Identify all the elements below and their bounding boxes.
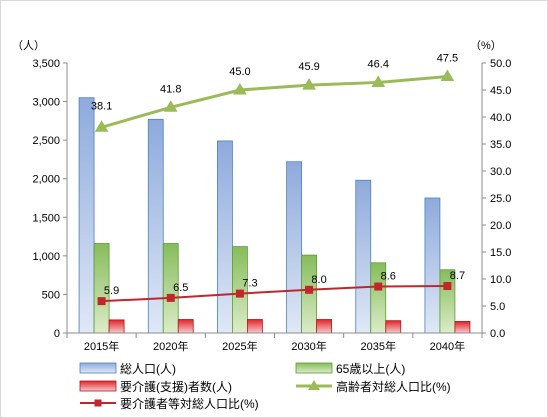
care-needed-bar	[108, 319, 125, 334]
x-axis-labels: 2015年 2020年 2025年 2030年 2035年 2040年	[66, 333, 483, 353]
total-population-bar	[147, 118, 164, 334]
x-tick-label: 2015年	[84, 339, 119, 353]
care-ratio-marker	[443, 282, 452, 291]
x-tick-label: 2030年	[291, 339, 326, 353]
aged-ratio-data-label: 41.8	[160, 83, 181, 95]
x-tick-label: 2040年	[430, 339, 465, 353]
legend-aged-65-plus-label: 65歳以上(人)	[336, 362, 405, 376]
legend-aged-ratio-label: 高齢者対総人口比(%)	[336, 379, 451, 394]
aged-ratio-line	[101, 75, 448, 129]
left-tick-label: 1,500	[32, 212, 60, 224]
care-needed-bar	[454, 321, 471, 334]
care-needed-bar	[177, 319, 194, 334]
right-axis-ticks: 0.0 5.0 10.0 15.0 20.0 25.0 30.0 35.0 40.0 45.0 50…	[482, 58, 511, 340]
aged-ratio-marker	[302, 78, 316, 90]
care-ratio-marker	[374, 282, 383, 291]
care-ratio-marker	[235, 289, 244, 298]
bar-series	[78, 97, 471, 334]
legend-aged-65-plus-swatch	[295, 362, 333, 374]
left-tick-label: 2,500	[32, 135, 60, 147]
total-population-bar	[355, 179, 372, 334]
right-tick-label: 35.0	[490, 139, 511, 151]
legend: 総人口(人) 65歳以上(人) 要介護(支援)者数(人) 高齢者対総人口比(%) 要介護…	[79, 362, 451, 411]
legend-total-population-label: 総人口(人)	[120, 362, 176, 376]
total-population-bar	[286, 161, 302, 334]
care-ratio-marker	[97, 297, 106, 306]
total-population-bar	[424, 197, 441, 334]
x-tick-label: 2020年	[153, 339, 188, 353]
aged-ratio-data-label: 45.9	[298, 61, 319, 73]
x-tick-label: 2035年	[361, 339, 396, 353]
left-tick-label: 2,000	[32, 174, 60, 186]
care-needed-bar	[247, 319, 263, 334]
left-tick-label: 3,000	[32, 97, 60, 109]
aged-ratio-marker	[163, 100, 178, 112]
right-tick-label: 40.0	[490, 112, 511, 124]
aged-ratio-marker	[371, 75, 386, 87]
care-ratio-data-label: 8.0	[311, 274, 326, 286]
legend-care-ratio-label: 要介護者等対総人口比(%)	[120, 396, 259, 411]
legend-total-population-swatch	[79, 362, 117, 374]
right-tick-label: 30.0	[490, 166, 511, 178]
legend-care-ratio-marker	[94, 399, 102, 407]
right-tick-label: 10.0	[490, 274, 511, 286]
right-axis-unit: （%）	[470, 39, 502, 52]
line-series: 38.1 41.8 45.0 45.9 46.4 47.5 5.9 6.5 7.3 8.0 8.6 8…	[91, 53, 465, 306]
right-tick-label: 45.0	[490, 85, 511, 97]
aged-ratio-data-label: 46.4	[368, 58, 389, 70]
left-tick-label: 1,000	[32, 251, 60, 263]
care-ratio-marker	[166, 293, 175, 302]
x-tick-label: 2025年	[222, 339, 257, 353]
legend-care-needed-swatch	[79, 380, 117, 392]
care-ratio-data-label: 8.6	[381, 271, 396, 283]
aged-ratio-marker	[94, 120, 109, 132]
aged-ratio-data-label: 47.5	[437, 53, 458, 65]
right-tick-label: 15.0	[490, 247, 511, 259]
care-ratio-data-label: 5.9	[104, 285, 119, 297]
care-needed-bar	[316, 319, 332, 334]
right-tick-label: 50.0	[490, 58, 511, 70]
legend-aged-ratio-marker	[308, 380, 320, 390]
left-tick-label: 500	[42, 289, 60, 301]
care-ratio-marker	[305, 285, 314, 294]
left-axis-unit: （人）	[12, 39, 45, 52]
right-tick-label: 25.0	[490, 193, 511, 205]
care-ratio-data-label: 7.3	[242, 278, 257, 290]
aged-ratio-data-label: 38.1	[91, 100, 112, 112]
total-population-bar	[78, 97, 95, 334]
left-tick-label: 3,500	[32, 58, 60, 70]
right-tick-label: 0.0	[490, 328, 505, 340]
legend-care-needed-label: 要介護(支援)者数(人)	[120, 379, 232, 394]
total-population-bar	[217, 140, 233, 334]
aged-ratio-marker	[440, 69, 455, 81]
care-needed-bar	[385, 320, 402, 334]
aged-65-plus-bar	[301, 254, 317, 334]
right-tick-label: 20.0	[490, 220, 511, 232]
aged-ratio-data-label: 45.0	[229, 66, 250, 78]
aged-ratio-marker	[233, 83, 247, 95]
left-tick-label: 0	[54, 328, 60, 340]
right-tick-label: 5.0	[490, 301, 505, 313]
care-ratio-data-label: 8.7	[450, 270, 465, 282]
left-axis-ticks: 0 500 1,000 1,500 2,000 2,500 3,000 3,500	[32, 58, 67, 340]
care-ratio-line	[101, 285, 448, 303]
care-ratio-data-label: 6.5	[173, 282, 188, 294]
